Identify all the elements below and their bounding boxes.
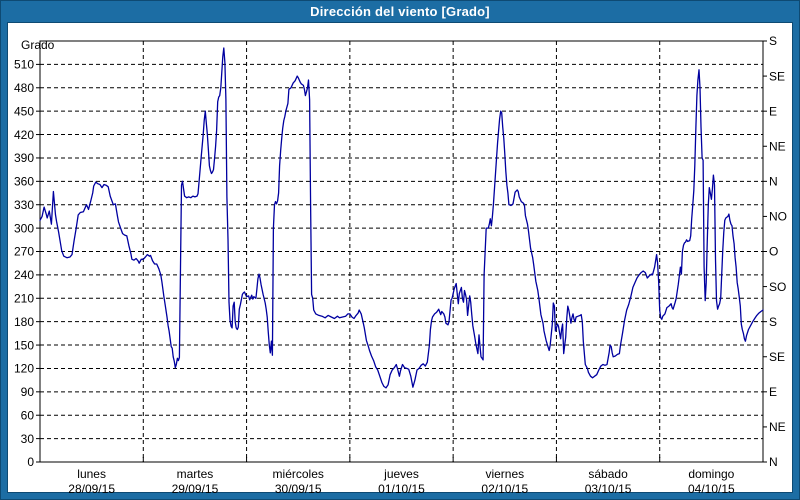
y-axis-tick-label: 390 [14,151,34,165]
y-axis-tick-label: 0 [27,455,34,469]
y-axis-tick-label: 240 [14,268,34,282]
compass-label: N [769,175,778,189]
compass-label: S [769,34,777,48]
day-date-label: 28/09/15 [68,482,115,496]
compass-label: SE [769,350,785,364]
compass-label: E [769,104,777,118]
y-axis-tick-label: 90 [21,385,35,399]
day-name-label: martes [177,467,214,481]
chart-panel [7,22,793,493]
y-axis-tick-label: 180 [14,315,34,329]
title-bar: Dirección del viento [Grado] [1,1,799,22]
compass-label: O [769,245,778,259]
compass-label: SE [769,69,785,83]
y-axis-tick-label: 120 [14,362,34,376]
y-axis-tick-label: 210 [14,291,34,305]
y-axis-tick-label: 510 [14,58,34,72]
y-axis-tick-label: 300 [14,221,34,235]
day-date-label: 02/10/15 [481,482,528,496]
y-axis-tick-label: 420 [14,128,34,142]
page-title: Dirección del viento [Grado] [310,4,490,19]
y-axis-tick-label: 150 [14,338,34,352]
day-date-label: 01/10/15 [378,482,425,496]
day-name-label: jueves [383,467,419,481]
day-name-label: miércoles [273,467,324,481]
day-name-label: lunes [77,467,106,481]
y-axis-tick-label: 480 [14,81,34,95]
day-date-label: 30/09/15 [275,482,322,496]
day-name-label: viernes [485,467,524,481]
y-axis-tick-label: 270 [14,245,34,259]
day-date-label: 04/10/15 [688,482,735,496]
compass-label: SO [769,280,786,294]
y-axis-tick-label: 450 [14,104,34,118]
day-name-label: domingo [688,467,734,481]
y-axis-title: Grado [21,38,55,52]
compass-label: NO [769,210,787,224]
y-axis-tick-label: 360 [14,175,34,189]
compass-label: N [769,455,778,469]
compass-label: E [769,385,777,399]
day-date-label: 29/09/15 [172,482,219,496]
y-axis-tick-label: 60 [21,408,35,422]
compass-label: NE [769,139,786,153]
wind-direction-line [39,47,764,389]
day-name-label: sábado [588,467,628,481]
compass-label: NE [769,420,786,434]
compass-label: S [769,315,777,329]
y-axis-tick-label: 30 [21,432,35,446]
day-date-label: 03/10/15 [585,482,632,496]
y-axis-tick-label: 330 [14,198,34,212]
